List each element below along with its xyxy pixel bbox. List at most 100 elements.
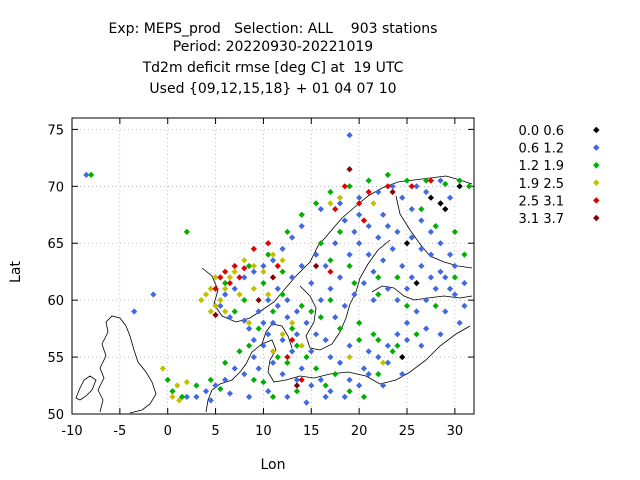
x-tick-label: -10 (61, 424, 82, 439)
station-point (293, 388, 301, 395)
station-point (284, 353, 291, 361)
station-point (150, 291, 157, 298)
station-point (241, 274, 248, 281)
station-point (379, 211, 387, 218)
station-point (131, 308, 138, 315)
station-point (265, 240, 272, 247)
station-point (403, 302, 411, 309)
station-point (423, 325, 430, 332)
station-point (317, 314, 324, 321)
station-point (356, 382, 363, 389)
station-point (308, 348, 315, 355)
station-point (327, 188, 334, 196)
station-point (384, 285, 391, 292)
station-point (207, 285, 214, 292)
station-point (456, 319, 463, 327)
station-point (279, 331, 286, 338)
x-tick-label: 0 (164, 424, 172, 439)
station-point (341, 393, 348, 401)
x-tick-label: 10 (255, 424, 272, 439)
station-point (451, 262, 458, 270)
station-point (327, 257, 334, 264)
y-tick-label: 50 (47, 408, 64, 423)
station-point (379, 382, 387, 389)
station-point (265, 388, 272, 395)
station-point (461, 251, 468, 258)
station-point (222, 376, 229, 383)
station-point (284, 228, 291, 235)
station-point (312, 331, 320, 338)
station-point (446, 285, 454, 292)
station-point (250, 336, 257, 344)
station-point (269, 274, 277, 281)
station-point (289, 234, 296, 241)
station-point (341, 302, 348, 309)
station-point (159, 365, 167, 372)
chart-title-line-2: Period: 20220930-20221019 (172, 39, 374, 55)
station-point (423, 297, 430, 304)
station-point (375, 291, 382, 298)
station-point (327, 297, 334, 304)
y-tick-label: 55 (47, 351, 64, 366)
station-point (408, 205, 415, 213)
y-axis-label: Lat (8, 261, 24, 283)
coastline-map (75, 175, 473, 414)
station-point (193, 393, 200, 401)
station-point (312, 251, 320, 258)
station-point (418, 342, 425, 349)
legend-marker (593, 144, 600, 151)
station-point (356, 319, 363, 327)
station-point (293, 331, 301, 338)
station-point (289, 319, 296, 327)
station-point (365, 223, 372, 230)
station-point (332, 240, 339, 247)
station-point (289, 336, 296, 344)
station-point (384, 342, 391, 349)
station-point (279, 257, 286, 264)
station-point (226, 279, 234, 287)
station-point (432, 223, 439, 230)
station-point (317, 297, 324, 304)
station-point (437, 268, 444, 275)
station-point (312, 365, 320, 372)
legend-marker (593, 214, 600, 222)
station-point (241, 371, 248, 378)
station-point (169, 388, 176, 395)
station-point (169, 393, 176, 401)
x-tick-label: 20 (351, 424, 368, 439)
station-point (384, 359, 391, 366)
station-point (365, 177, 372, 184)
station-point (360, 279, 368, 287)
station-point (336, 194, 344, 201)
station-point (442, 180, 449, 188)
legend-marker (593, 126, 600, 134)
station-point (365, 348, 372, 355)
station-point (303, 319, 310, 327)
station-point (265, 297, 272, 304)
x-tick-label: -5 (113, 424, 126, 439)
station-point (207, 397, 214, 404)
station-point (298, 376, 305, 383)
station-point (269, 251, 277, 258)
station-point (394, 342, 401, 349)
station-point (394, 297, 401, 304)
station-point (351, 279, 358, 287)
station-point (360, 365, 368, 372)
y-tick-label: 60 (47, 294, 64, 309)
station-point (284, 359, 291, 366)
station-point (241, 257, 248, 264)
station-point (389, 245, 396, 253)
station-point (265, 291, 272, 298)
station-point (255, 325, 262, 332)
station-point (346, 251, 353, 258)
station-point (384, 183, 391, 190)
station-point (269, 319, 277, 327)
station-point (432, 302, 439, 309)
station-point (241, 265, 248, 272)
station-point (442, 274, 449, 281)
station-point (394, 228, 401, 235)
station-point (231, 308, 238, 315)
x-tick-label: 15 (303, 424, 320, 439)
station-point (399, 262, 406, 270)
station-point (222, 359, 229, 366)
